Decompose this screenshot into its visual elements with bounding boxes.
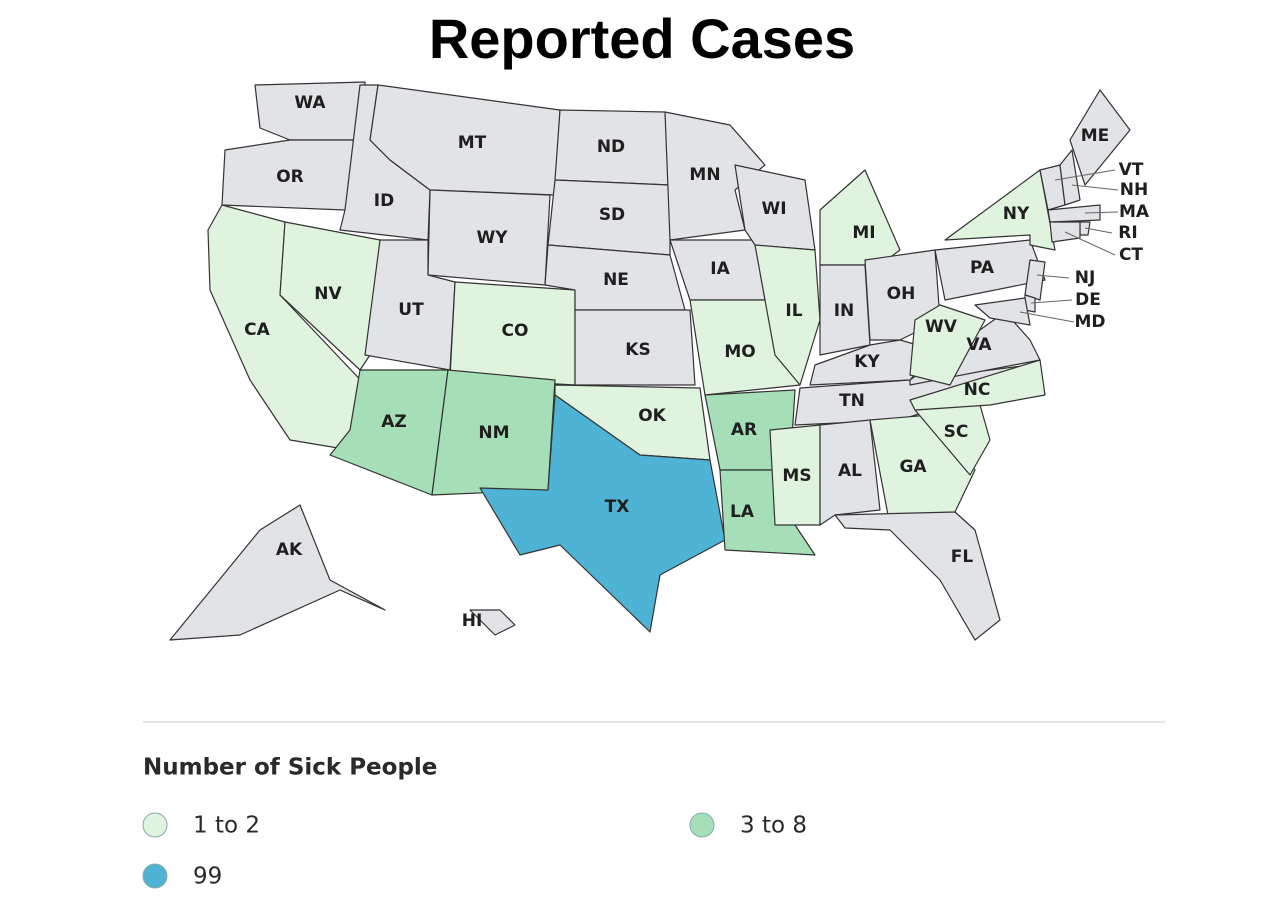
state <box>169 504 386 641</box>
state-label: NY <box>1003 204 1030 224</box>
leader-line <box>1036 274 1070 279</box>
state-label: KY <box>854 352 880 372</box>
state <box>934 239 1046 301</box>
state-label: VA <box>966 335 992 355</box>
state-label: OH <box>887 284 916 304</box>
state-label: MA <box>1119 202 1150 222</box>
state-label: FL <box>951 547 974 567</box>
state-label: HI <box>462 611 483 631</box>
state-label: RI <box>1118 223 1137 243</box>
state <box>754 244 821 386</box>
leader-line <box>1064 231 1116 256</box>
state-label: IL <box>785 301 802 321</box>
state <box>469 609 516 636</box>
state-label: NC <box>964 380 991 400</box>
state-label: MS <box>782 466 811 486</box>
state <box>1047 204 1101 223</box>
leader-line <box>1054 169 1116 181</box>
legend-title: Number of Sick People <box>143 755 437 781</box>
state-label: OR <box>276 167 304 187</box>
state <box>1069 89 1131 186</box>
state-label: IA <box>710 259 730 279</box>
state <box>909 359 1046 411</box>
state <box>479 394 726 633</box>
state <box>1024 259 1046 301</box>
state <box>909 304 986 386</box>
state-label: NJ <box>1075 268 1096 288</box>
legend-swatch <box>142 812 168 838</box>
leader-line <box>1071 184 1119 191</box>
state-label: CA <box>244 320 270 340</box>
legend-swatch <box>142 863 168 889</box>
state-label: ID <box>374 191 394 211</box>
state <box>719 469 816 556</box>
state <box>974 297 1031 326</box>
state <box>944 169 1056 251</box>
state-label: WY <box>476 228 508 248</box>
state-label: MN <box>689 165 720 185</box>
state-label: MI <box>852 223 875 243</box>
state-label: VT <box>1119 160 1144 180</box>
state-label: IN <box>834 301 855 321</box>
leader-line <box>1019 311 1075 323</box>
state-label: NE <box>603 270 629 290</box>
state-label: UT <box>398 300 424 320</box>
state-label: MT <box>458 133 487 153</box>
state-label: ME <box>1081 126 1110 146</box>
state-label: OK <box>638 406 666 426</box>
title: Reported Cases <box>429 7 855 70</box>
leader-line <box>1084 227 1113 234</box>
state-label: CT <box>1119 245 1143 265</box>
state-label: NH <box>1120 180 1148 200</box>
state <box>834 511 1001 641</box>
legend-label: 3 to 8 <box>740 813 807 839</box>
legend-label: 1 to 2 <box>193 813 260 839</box>
state-label: WA <box>294 93 326 113</box>
state-label: NM <box>478 423 509 443</box>
state-label: PA <box>970 258 995 278</box>
leader-line <box>1030 299 1073 304</box>
state-label: GA <box>899 457 927 477</box>
state-label: AK <box>276 540 303 560</box>
state-label: MO <box>724 342 755 362</box>
state-label: DE <box>1075 290 1101 310</box>
legend-label: 99 <box>193 864 222 890</box>
state-label: KS <box>625 340 650 360</box>
state <box>279 221 381 371</box>
state <box>329 369 449 496</box>
state-label: AL <box>838 461 862 481</box>
state-label: MD <box>1074 312 1105 332</box>
state-label: SC <box>944 422 969 442</box>
state-label: TX <box>605 497 630 517</box>
state-label: ND <box>597 137 625 157</box>
state-label: TN <box>839 391 865 411</box>
state-label: LA <box>730 502 755 522</box>
state-label: AZ <box>381 412 406 432</box>
state-label: WI <box>761 199 786 219</box>
leader-line <box>1084 211 1119 214</box>
legend-swatch <box>689 812 715 838</box>
state <box>819 169 901 266</box>
state-label: AR <box>731 420 757 440</box>
state-label: WV <box>925 317 958 337</box>
state-label: SD <box>599 205 625 225</box>
state <box>819 419 881 526</box>
state-label: CO <box>502 321 529 341</box>
state-label: NV <box>314 284 342 304</box>
state <box>574 309 696 386</box>
